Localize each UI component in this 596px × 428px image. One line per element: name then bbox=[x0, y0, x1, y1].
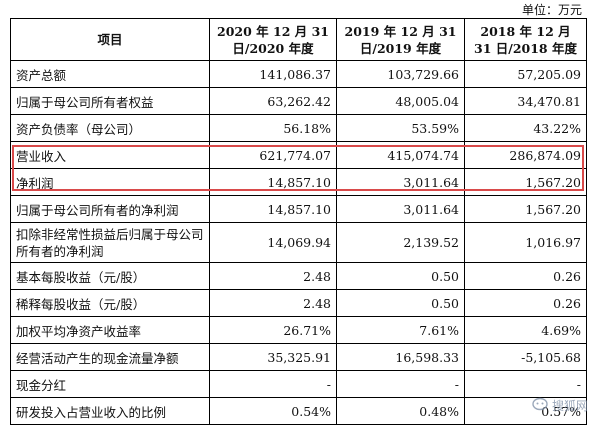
table-row: 稀释每股收益（元/股） 2.48 0.50 0.26 bbox=[10, 289, 587, 317]
row-label: 经营活动产生的现金流量净额 bbox=[10, 343, 210, 371]
value-2020: 621,774.07 bbox=[209, 141, 337, 169]
table-row-revenue: 营业收入 621,774.07 415,074.74 286,874.09 bbox=[10, 141, 587, 169]
value-2018: 1,567.20 bbox=[464, 168, 587, 196]
row-label: 资产总额 bbox=[10, 60, 210, 88]
value-2019: 0.50 bbox=[336, 289, 465, 317]
value-2019: 53.59% bbox=[336, 114, 465, 142]
row-label: 归属于母公司所有者的净利润 bbox=[10, 195, 210, 223]
value-2018: 34,470.81 bbox=[464, 87, 587, 115]
header-2018: 2018 年 12 月 31 日/2018 年度 bbox=[464, 18, 587, 61]
row-label: 扣除非经常性损益后归属于母公司所有者的净利润 bbox=[10, 222, 210, 263]
header-2020: 2020 年 12 月 31 日/2020 年度 bbox=[209, 18, 337, 61]
header-2019: 2019 年 12 月 31 日/2019 年度 bbox=[336, 18, 465, 61]
row-label: 资产负债率（母公司） bbox=[10, 114, 210, 142]
watermark-logo-icon bbox=[532, 397, 548, 414]
value-2018: -5,105.68 bbox=[464, 343, 587, 371]
value-2020: 35,325.91 bbox=[209, 343, 337, 371]
value-2019: 3,011.64 bbox=[336, 168, 465, 196]
value-2019: - bbox=[336, 370, 465, 398]
table-row: 扣除非经常性损益后归属于母公司所有者的净利润 14,069.94 2,139.5… bbox=[10, 222, 587, 263]
value-2018: 0.26 bbox=[464, 262, 587, 290]
table-row: 资产总额 141,086.37 103,729.66 57,205.09 bbox=[10, 60, 587, 88]
value-2018: 0.26 bbox=[464, 289, 587, 317]
watermark: 搜狐网 bbox=[532, 397, 588, 414]
value-2019: 16,598.33 bbox=[336, 343, 465, 371]
value-2020: - bbox=[209, 370, 337, 398]
row-label: 基本每股收益（元/股） bbox=[10, 262, 210, 290]
value-2019: 7.61% bbox=[336, 316, 465, 344]
table-row: 经营活动产生的现金流量净额 35,325.91 16,598.33 -5,105… bbox=[10, 343, 587, 371]
value-2020: 14,069.94 bbox=[209, 222, 337, 263]
table-row: 归属于母公司所有者权益 63,262.42 48,005.04 34,470.8… bbox=[10, 87, 587, 115]
value-2020: 0.54% bbox=[209, 397, 337, 425]
value-2019: 415,074.74 bbox=[336, 141, 465, 169]
header-item: 项目 bbox=[10, 18, 210, 61]
value-2020: 2.48 bbox=[209, 289, 337, 317]
row-label: 研发投入占营业收入的比例 bbox=[10, 397, 210, 425]
value-2019: 3,011.64 bbox=[336, 195, 465, 223]
value-2019: 2,139.52 bbox=[336, 222, 465, 263]
value-2018: 286,874.09 bbox=[464, 141, 587, 169]
value-2020: 14,857.10 bbox=[209, 168, 337, 196]
table-row-net-profit: 净利润 14,857.10 3,011.64 1,567.20 bbox=[10, 168, 587, 196]
value-2019: 0.48% bbox=[336, 397, 465, 425]
value-2018: 4.69% bbox=[464, 316, 587, 344]
row-label: 净利润 bbox=[10, 168, 210, 196]
row-label: 归属于母公司所有者权益 bbox=[10, 87, 210, 115]
financial-table: 项目 2020 年 12 月 31 日/2020 年度 2019 年 12 月 … bbox=[10, 18, 587, 425]
table-row: 加权平均净资产收益率 26.71% 7.61% 4.69% bbox=[10, 316, 587, 344]
value-2019: 103,729.66 bbox=[336, 60, 465, 88]
value-2020: 56.18% bbox=[209, 114, 337, 142]
value-2018: - bbox=[464, 370, 587, 398]
value-2018: 1,016.97 bbox=[464, 222, 587, 263]
value-2018: 57,205.09 bbox=[464, 60, 587, 88]
value-2018: 43.22% bbox=[464, 114, 587, 142]
value-2019: 48,005.04 bbox=[336, 87, 465, 115]
value-2020: 14,857.10 bbox=[209, 195, 337, 223]
table-row: 归属于母公司所有者的净利润 14,857.10 3,011.64 1,567.2… bbox=[10, 195, 587, 223]
row-label: 加权平均净资产收益率 bbox=[10, 316, 210, 344]
header-row: 项目 2020 年 12 月 31 日/2020 年度 2019 年 12 月 … bbox=[10, 18, 587, 61]
table-row: 基本每股收益（元/股） 2.48 0.50 0.26 bbox=[10, 262, 587, 290]
table-row: 现金分红 - - - bbox=[10, 370, 587, 398]
value-2019: 0.50 bbox=[336, 262, 465, 290]
row-label: 现金分红 bbox=[10, 370, 210, 398]
value-2020: 26.71% bbox=[209, 316, 337, 344]
table-row: 资产负债率（母公司） 56.18% 53.59% 43.22% bbox=[10, 114, 587, 142]
table-row: 研发投入占营业收入的比例 0.54% 0.48% 0.57% bbox=[10, 397, 587, 425]
watermark-text: 搜狐网 bbox=[551, 399, 588, 413]
row-label: 营业收入 bbox=[10, 141, 210, 169]
value-2020: 2.48 bbox=[209, 262, 337, 290]
value-2020: 141,086.37 bbox=[209, 60, 337, 88]
value-2020: 63,262.42 bbox=[209, 87, 337, 115]
value-2018: 1,567.20 bbox=[464, 195, 587, 223]
row-label: 稀释每股收益（元/股） bbox=[10, 289, 210, 317]
value-2018: 0.57% bbox=[464, 397, 587, 425]
unit-label: 单位：万元 bbox=[521, 3, 582, 17]
